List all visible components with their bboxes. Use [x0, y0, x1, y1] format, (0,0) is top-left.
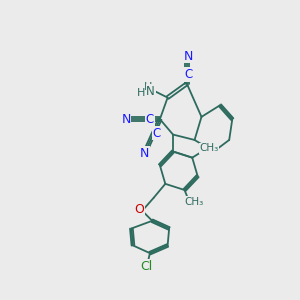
Text: N: N [146, 85, 155, 98]
Text: CH₃: CH₃ [200, 143, 219, 153]
Text: C: C [146, 113, 154, 126]
Text: N: N [184, 50, 193, 62]
Text: Cl: Cl [140, 260, 152, 273]
Text: C: C [153, 127, 161, 140]
Text: N: N [140, 146, 149, 160]
Text: CH₃: CH₃ [184, 196, 203, 206]
Text: H: H [137, 88, 146, 98]
Text: C: C [184, 68, 193, 81]
Text: N: N [121, 113, 131, 126]
Text: O: O [134, 203, 144, 216]
Text: H: H [144, 82, 152, 92]
